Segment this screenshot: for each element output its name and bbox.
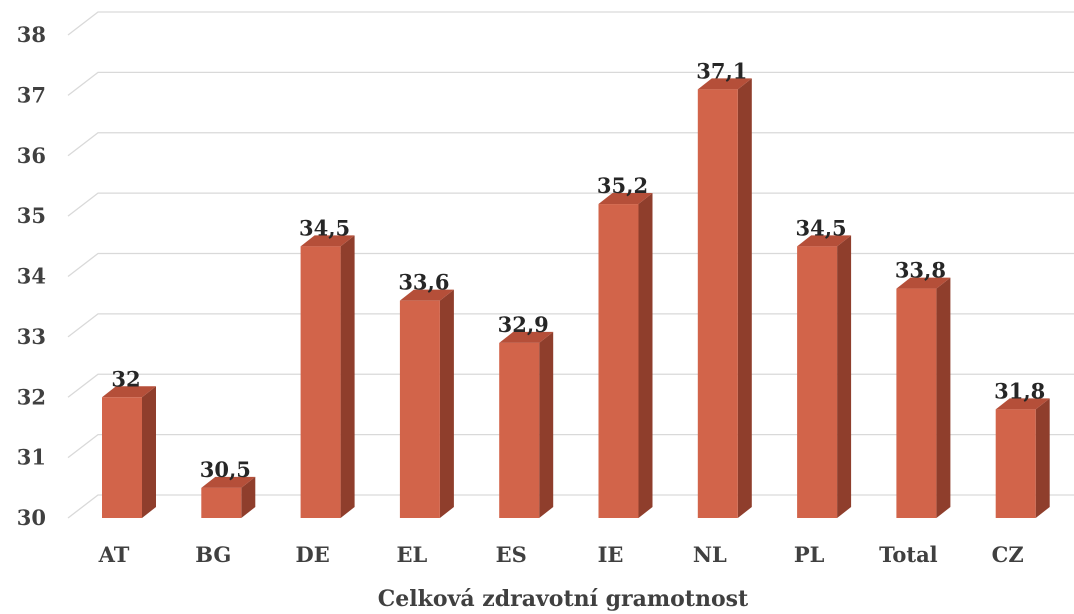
gridline xyxy=(67,132,1074,157)
bar-top xyxy=(399,289,454,301)
bar xyxy=(399,289,454,518)
y-axis-ticks: 30 31 32 33 34 35 36 37 38 xyxy=(17,22,46,530)
bar xyxy=(598,193,653,519)
data-labels: 32 30,5 34,5 33,6 32,9 35,2 37,1 34,5 33,8 31,8 xyxy=(111,58,1045,481)
bar-front xyxy=(896,288,937,518)
y-tick-label: 31 xyxy=(17,445,46,470)
x-tick-label: EL xyxy=(397,542,428,567)
x-tick-label: DE xyxy=(295,542,329,567)
bar-top xyxy=(797,235,852,247)
data-label: 34,5 xyxy=(796,215,847,240)
data-label: 32,9 xyxy=(498,312,549,337)
bar-top xyxy=(995,398,1050,410)
gridline xyxy=(67,71,1074,96)
bar-side xyxy=(340,235,355,518)
x-tick-label: AT xyxy=(98,542,130,567)
y-tick-label: 35 xyxy=(17,203,46,228)
y-tick-label: 33 xyxy=(17,324,46,349)
gridline xyxy=(67,11,1074,36)
bar-front xyxy=(995,409,1036,518)
data-label: 34,5 xyxy=(299,215,350,240)
y-tick-label: 38 xyxy=(17,22,46,47)
bar xyxy=(102,386,156,518)
gridlines xyxy=(67,11,1074,519)
bars xyxy=(102,78,1050,519)
bar xyxy=(201,476,256,518)
bar-side xyxy=(737,78,752,519)
data-label: 30,5 xyxy=(200,457,251,482)
x-tick-label: PL xyxy=(794,542,825,567)
y-tick-label: 36 xyxy=(17,143,46,168)
bar-side xyxy=(936,277,951,518)
bar-top xyxy=(300,235,355,247)
data-label: 32 xyxy=(111,366,140,391)
bar xyxy=(300,235,355,518)
x-axis-ticks: AT BG DE EL ES IE NL PL Total CZ xyxy=(98,542,1024,567)
bar-side xyxy=(241,476,256,518)
bar-top xyxy=(102,386,156,398)
data-label: 37,1 xyxy=(696,58,747,83)
bar-top xyxy=(598,193,653,205)
y-tick-label: 30 xyxy=(17,505,46,530)
data-label: 33,6 xyxy=(398,270,449,295)
bar-front xyxy=(499,342,540,518)
x-tick-label: Total xyxy=(879,542,938,567)
bar-top xyxy=(697,78,752,90)
x-tick-label: NL xyxy=(693,542,727,567)
gridline xyxy=(67,192,1074,217)
bar-side xyxy=(142,386,156,518)
bar-front xyxy=(598,204,639,519)
y-tick-label: 32 xyxy=(17,384,46,409)
y-tick-label: 34 xyxy=(17,264,46,289)
bar xyxy=(697,78,752,519)
bar-top xyxy=(499,331,554,343)
x-tick-label: CZ xyxy=(992,542,1024,567)
bar-front xyxy=(697,89,738,519)
bar xyxy=(797,235,852,518)
bar-front xyxy=(201,487,242,518)
y-tick-label: 37 xyxy=(17,82,46,107)
bar-top xyxy=(896,277,951,289)
x-tick-label: BG xyxy=(195,542,231,567)
bar xyxy=(995,398,1050,518)
bar-front xyxy=(399,300,440,518)
bar-front xyxy=(300,246,341,518)
bar-front xyxy=(797,246,838,518)
x-tick-label: ES xyxy=(496,542,527,567)
x-axis-title: Celková zdravotní gramotnost xyxy=(378,586,749,612)
data-label: 31,8 xyxy=(994,378,1045,403)
data-label: 35,2 xyxy=(597,173,648,198)
bar xyxy=(499,331,554,518)
bar-side xyxy=(638,193,653,519)
bar-side xyxy=(1035,398,1050,518)
bar-side xyxy=(539,331,554,518)
data-label: 33,8 xyxy=(895,258,946,283)
bar xyxy=(896,277,951,518)
bar-side xyxy=(439,289,454,518)
x-tick-label: IE xyxy=(598,542,624,567)
bar-front xyxy=(102,397,142,518)
bar-side xyxy=(837,235,852,518)
bar-top xyxy=(201,476,256,488)
